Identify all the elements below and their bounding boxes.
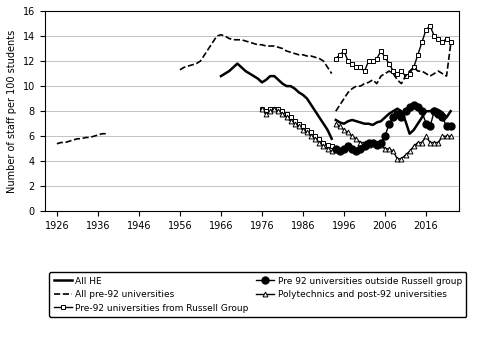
Y-axis label: Number of staff per 100 students: Number of staff per 100 students — [7, 30, 17, 193]
Legend: All HE, All pre-92 universities, Pre-92 universities from Russell Group, Pre 92 : All HE, All pre-92 universities, Pre-92 … — [49, 272, 467, 317]
